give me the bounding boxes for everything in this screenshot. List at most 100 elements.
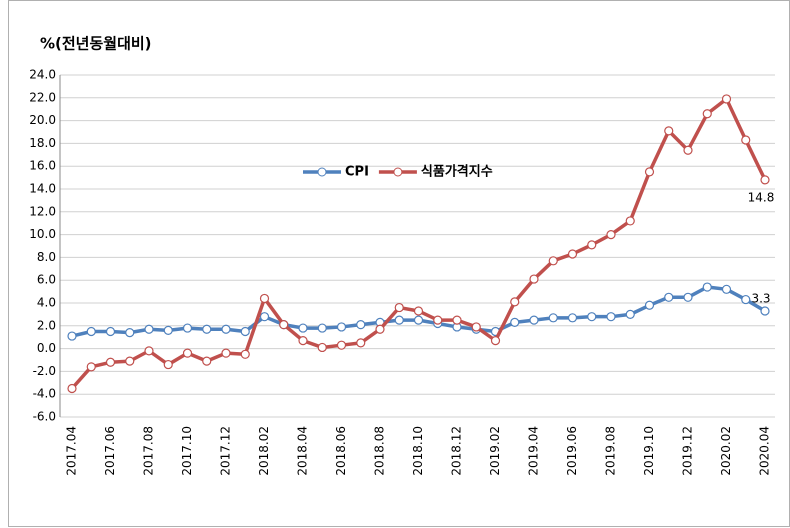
x-tick-label: 2019.12 [681,426,695,476]
data-point [702,109,712,119]
x-tick-label: 2017.04 [65,426,79,476]
y-tick-label: 20.0 [29,113,56,127]
x-tick-label: 2018.06 [334,426,348,476]
chart-frame [8,0,790,527]
y-tick-label: 6.0 [37,273,56,287]
x-tick-label: 2017.06 [103,426,117,476]
y-tick-label: 16.0 [29,159,56,173]
data-point [664,292,674,302]
data-point [86,326,96,337]
data-point [144,346,154,356]
data-point [721,94,732,104]
data-point [644,300,655,310]
data-point [144,324,154,334]
data-point [433,315,443,325]
x-tick-label: 2018.12 [450,426,464,476]
data-point [721,284,732,294]
x-tick-label: 2020.04 [758,426,772,476]
data-point [356,320,366,330]
x-tick-label: 2017.08 [142,426,156,476]
y-tick-label: 18.0 [29,136,56,150]
data-point [741,294,751,305]
data-point [67,331,77,341]
data-point [702,282,712,292]
data-point [125,356,135,366]
x-tick-label: 2019.08 [604,426,618,476]
data-point [259,312,270,322]
data-point [587,240,597,250]
data-point [510,317,520,327]
data-point [317,342,327,353]
y-tick-label: -6.0 [33,410,56,424]
data-point [202,324,212,334]
x-tick-label: 2019.06 [565,426,579,476]
y-tick-label: 12.0 [29,204,56,218]
data-point [664,126,674,136]
data-point [163,359,173,370]
legend-marker [393,167,403,177]
data-point [317,323,327,333]
data-point [240,349,250,359]
data-point [529,315,539,325]
data-point [125,328,135,338]
data-point [548,313,558,323]
data-point [683,145,693,155]
data-point [625,216,635,226]
data-point [221,324,231,334]
x-tick-label: 2020.02 [719,426,733,476]
data-point [490,336,501,346]
data-point [298,323,308,333]
data-point [741,135,751,145]
data-point [298,336,308,346]
x-tick-label: 2018.02 [257,426,271,476]
data-point [279,320,289,330]
x-tick-label: 2019.10 [642,426,656,476]
data-point [67,383,77,394]
x-tick-label: 2019.02 [488,426,502,476]
data-point [182,348,193,358]
data-point [606,230,616,240]
data-point [221,348,231,358]
y-tick-label: 14.0 [29,182,56,196]
data-point [105,326,116,337]
data-point [760,306,770,316]
data-point [336,340,347,350]
data-point [529,274,539,284]
data-point [394,315,404,325]
data-point [375,324,385,334]
legend-item: 식품가격지수 [378,164,493,180]
data-point [105,357,116,367]
y-tick-label: 22.0 [29,90,56,104]
data-point [336,322,347,332]
data-point [259,293,270,304]
x-tick-label: 2018.08 [373,426,387,476]
x-tick-label: 2018.04 [296,426,310,476]
legend-item: CPI [303,165,369,180]
legend-marker [317,167,327,177]
y-tick-label: -2.0 [33,364,56,378]
data-point [356,338,366,348]
data-point [567,313,578,323]
data-point [567,249,578,259]
data-point [683,292,693,302]
y-tick-label: -4.0 [33,387,56,401]
x-tick-label: 2018.10 [411,426,425,476]
y-tick-label: 4.0 [37,296,56,310]
data-point [510,297,520,307]
x-tick-label: 2017.10 [180,426,194,476]
data-point [471,322,481,332]
data-point [394,302,404,313]
data-point [606,312,616,322]
chart-title: %(전년동월대비) [40,35,152,53]
data-point [86,362,96,372]
data-point [587,312,597,322]
data-point [413,306,424,316]
data-point [413,315,424,325]
data-point [548,256,558,266]
data-point [452,315,462,325]
y-tick-label: 8.0 [37,250,56,264]
y-tick-label: 24.0 [29,68,56,82]
data-point [625,309,635,319]
data-point [182,323,193,333]
